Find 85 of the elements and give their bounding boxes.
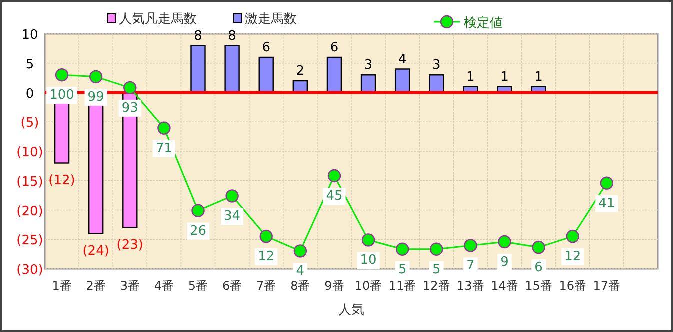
data-label: 100 (50, 88, 74, 104)
y-tick-label: (25) (16, 234, 44, 249)
data-label: 1 (534, 70, 543, 85)
point (328, 169, 342, 183)
y-tick-label: (20) (16, 204, 44, 220)
data-label: 26 (190, 224, 207, 239)
data-label: 6 (534, 260, 543, 276)
x-tick-label: 5番 (188, 279, 208, 293)
data-label: 8 (228, 28, 236, 44)
data-label: 41 (598, 196, 616, 212)
data-label: (12) (48, 173, 76, 188)
y-tick-label: 10 (22, 28, 38, 43)
x-tick-label: 4番 (154, 279, 174, 293)
x-tick-label: 3番 (120, 279, 140, 293)
data-label: (23) (116, 238, 144, 253)
point (396, 242, 410, 256)
data-label: 71 (156, 141, 172, 156)
x-tick-label: 11番 (388, 279, 416, 293)
point (430, 242, 444, 256)
data-label: 6 (262, 40, 270, 56)
point (566, 230, 580, 244)
point (498, 235, 512, 249)
data-label: 45 (326, 188, 343, 204)
data-label: 4 (398, 52, 407, 68)
data-label: 5 (432, 262, 441, 278)
x-tick-label: 6番 (222, 279, 242, 293)
legend-label: 人気凡走馬数 (119, 12, 197, 27)
x-tick-label: 2番 (86, 279, 106, 293)
data-label: 8 (194, 28, 202, 44)
point (260, 230, 273, 244)
y-tick-label: (5) (20, 116, 40, 132)
x-tick-label: 10番 (354, 279, 382, 293)
point (532, 240, 546, 254)
bar (258, 56, 274, 94)
data-label: 99 (88, 90, 104, 105)
point (464, 239, 478, 252)
y-tick-label: (15) (16, 174, 44, 190)
bar (394, 68, 410, 94)
data-label: 10 (360, 253, 377, 268)
data-label: 93 (122, 100, 138, 116)
x-tick-label: 14番 (491, 279, 518, 293)
y-tick-label: (10) (16, 146, 44, 160)
x-tick-label: 15番 (525, 279, 552, 293)
x-tick-label: 13番 (457, 279, 484, 293)
point (89, 70, 103, 84)
data-label: 9 (500, 255, 509, 270)
point (55, 68, 69, 82)
data-label: 1 (500, 70, 509, 85)
legend-label: 検定値 (464, 16, 503, 31)
data-label: 2 (296, 64, 305, 79)
x-tick-label: 9番 (324, 279, 344, 293)
bar (224, 45, 240, 94)
data-label: 4 (296, 264, 305, 280)
x-tick-label: 16番 (559, 279, 586, 293)
data-label: 5 (398, 262, 407, 278)
point (294, 244, 308, 258)
x-tick-label: 12番 (423, 279, 450, 293)
point (226, 190, 239, 203)
x-axis-title: 人気 (338, 303, 364, 318)
x-tick-label: 1番 (52, 279, 72, 293)
x-tick-label: 17番 (593, 279, 621, 293)
data-label: 3 (432, 58, 441, 74)
data-label: 6 (330, 40, 339, 56)
data-label: 12 (564, 250, 582, 265)
point (600, 176, 614, 190)
bar (326, 56, 342, 94)
legend-label: 激走馬数 (245, 12, 297, 27)
bar (429, 74, 444, 94)
x-tick-label: 8番 (290, 279, 310, 293)
point (362, 234, 376, 247)
point (192, 204, 205, 218)
data-label: 1 (466, 70, 475, 85)
y-tick-label: 5 (26, 57, 34, 72)
data-label: 7 (466, 258, 475, 274)
y-tick-label: (30) (16, 263, 44, 278)
bar (190, 45, 206, 94)
data-label: (24) (82, 244, 110, 259)
bar (360, 74, 376, 94)
data-label: 34 (224, 209, 241, 224)
y-tick-label: 0 (26, 86, 34, 102)
x-tick-label: 7番 (256, 279, 276, 293)
data-label: 3 (364, 58, 373, 74)
point (124, 81, 137, 95)
data-label: 12 (258, 250, 275, 265)
point (158, 122, 171, 135)
